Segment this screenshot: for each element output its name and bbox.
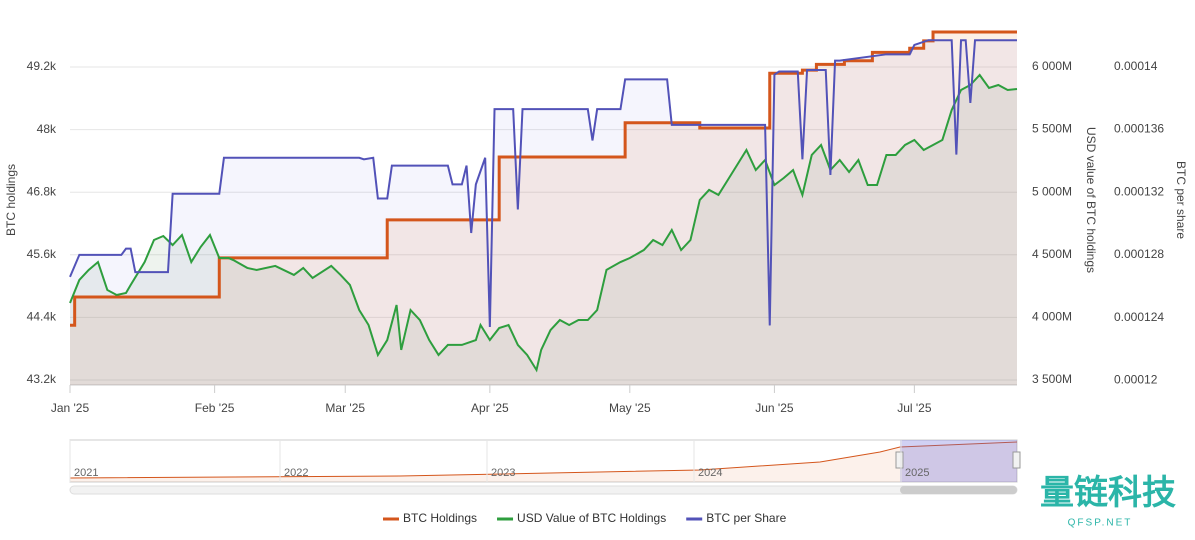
- navigator-handle[interactable]: [895, 451, 904, 469]
- y2-tick-label: 4 500M: [1032, 247, 1072, 261]
- navigator-selection[interactable]: [900, 440, 1017, 482]
- navigator-handle[interactable]: [1012, 451, 1021, 469]
- navigator-area: [70, 442, 1017, 482]
- y2-tick-label: 4 000M: [1032, 310, 1072, 324]
- y3-tick-label: 0.000132: [1114, 184, 1164, 198]
- x-tick-label: Jan '25: [51, 401, 90, 415]
- series-area: [70, 40, 1017, 385]
- navigator-line: [69, 441, 1018, 479]
- navigator-label: 2024: [698, 467, 722, 479]
- navigator[interactable]: [69, 439, 1018, 483]
- y2-tick-label: 5 500M: [1032, 122, 1072, 136]
- navigator-label: 2025: [905, 467, 929, 479]
- areas: [70, 32, 1017, 386]
- scrollbar[interactable]: [69, 485, 1018, 495]
- y-tick-label: 46.8k: [27, 184, 57, 198]
- x-tick-label: Jun '25: [755, 401, 794, 415]
- y2-axis-title: USD value of BTC holdings: [1084, 127, 1098, 273]
- legend-label: BTC Holdings: [403, 511, 477, 525]
- navigator-label: 2021: [74, 467, 98, 479]
- y3-tick-label: 0.000128: [1114, 247, 1164, 261]
- watermark-title: 量链科技: [1040, 474, 1176, 512]
- series-line: [69, 73, 1018, 373]
- series-area: [70, 74, 1017, 385]
- lines: [69, 30, 1018, 373]
- y3-tick-label: 0.000136: [1114, 122, 1164, 136]
- y-axis-title: BTC holdings: [4, 164, 18, 236]
- legend-label: BTC per Share: [706, 511, 786, 525]
- y-tick-label: 43.2k: [27, 372, 57, 386]
- x-tick-label: Mar '25: [325, 401, 365, 415]
- y3-tick-label: 0.000124: [1114, 310, 1164, 324]
- y-tick-label: 48k: [37, 122, 57, 136]
- x-tick-label: Apr '25: [471, 401, 509, 415]
- navigator-label: 2023: [491, 467, 515, 479]
- legend: BTC Holdings USD Value of BTC Holdings BTC…: [383, 511, 787, 525]
- y2-tick-label: 3 500M: [1032, 372, 1072, 386]
- y3-axis-title: BTC per share: [1174, 161, 1188, 239]
- y2-tick-label: 6 000M: [1032, 59, 1072, 73]
- legend-label: USD Value of BTC Holdings: [517, 511, 666, 525]
- watermark-url: QFSP.NET: [1068, 518, 1133, 529]
- x-tick-label: Feb '25: [195, 401, 235, 415]
- scrollbar-thumb[interactable]: [900, 486, 1017, 494]
- series-area: [70, 32, 1017, 386]
- y2-tick-label: 5 000M: [1032, 184, 1072, 198]
- x-tick-label: Jul '25: [897, 401, 932, 415]
- x-tick-label: May '25: [609, 401, 651, 415]
- navigator-label: 2022: [284, 467, 308, 479]
- y3-tick-label: 0.00014: [1114, 59, 1158, 73]
- y-tick-label: 49.2k: [27, 59, 57, 73]
- y3-tick-label: 0.00012: [1114, 372, 1158, 386]
- y-tick-label: 45.6k: [27, 247, 57, 261]
- series-line: [69, 39, 1017, 328]
- y-tick-label: 44.4k: [27, 310, 57, 324]
